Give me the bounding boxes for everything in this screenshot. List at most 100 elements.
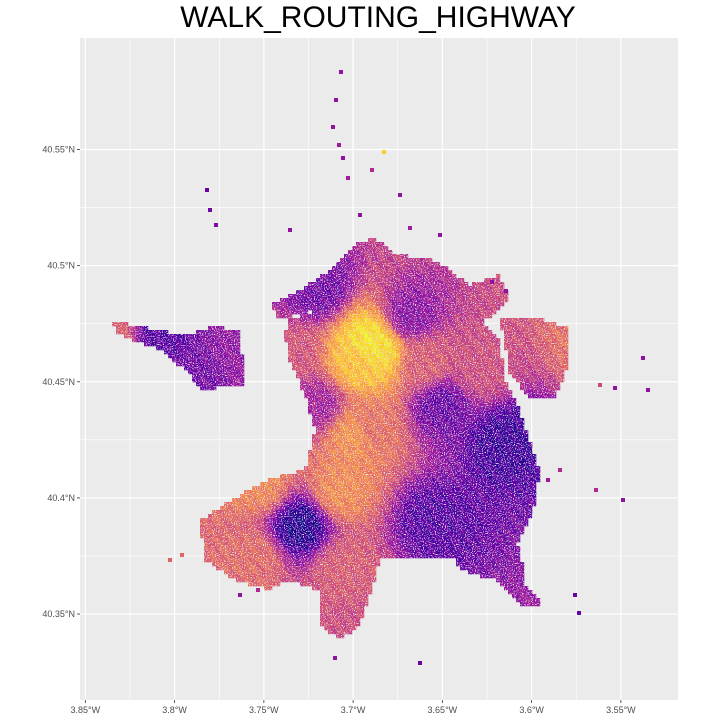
map-cell xyxy=(264,542,269,547)
map-cell xyxy=(564,338,569,343)
map-cell xyxy=(488,374,493,379)
map-cell xyxy=(208,554,213,559)
map-cell xyxy=(484,282,489,287)
map-cell xyxy=(260,518,265,523)
map-cell xyxy=(328,530,333,535)
map-cell xyxy=(216,358,221,363)
map-cell xyxy=(364,510,369,515)
map-cell xyxy=(492,298,497,303)
map-cell xyxy=(352,394,357,399)
map-cell xyxy=(492,346,497,351)
map-cell xyxy=(376,542,381,547)
map-cell xyxy=(432,478,437,483)
map-cell xyxy=(204,522,209,527)
map-cell xyxy=(348,478,353,483)
map-cell xyxy=(440,270,445,275)
map-cell xyxy=(496,474,501,479)
map-cell xyxy=(428,542,433,547)
map-cell xyxy=(360,390,365,395)
map-cell xyxy=(424,338,429,343)
map-cell xyxy=(324,370,329,375)
map-cell xyxy=(344,278,349,283)
map-cell xyxy=(520,450,525,455)
map-cell xyxy=(468,302,473,307)
map-cell xyxy=(380,358,385,363)
map-cell xyxy=(412,398,417,403)
map-cell xyxy=(564,334,569,339)
map-cell xyxy=(460,350,465,355)
map-cell xyxy=(528,326,533,331)
map-cell xyxy=(364,526,369,531)
map-cell xyxy=(372,410,377,415)
map-cell xyxy=(200,522,205,527)
map-cell xyxy=(528,334,533,339)
map-cell xyxy=(420,486,425,491)
map-cell xyxy=(432,530,437,535)
map-cell xyxy=(236,330,241,335)
map-cell xyxy=(492,430,497,435)
map-cell xyxy=(552,390,557,395)
map-cell xyxy=(400,458,405,463)
map-cell xyxy=(492,514,497,519)
map-cell xyxy=(436,338,441,343)
map-cell xyxy=(412,506,417,511)
map-cell xyxy=(308,458,313,463)
map-cell xyxy=(380,414,385,419)
map-cell xyxy=(480,430,485,435)
map-cell xyxy=(488,462,493,467)
map-cell xyxy=(464,462,469,467)
map-cell xyxy=(384,538,389,543)
map-cell xyxy=(412,354,417,359)
map-cell xyxy=(360,498,365,503)
map-cell xyxy=(324,342,329,347)
map-cell xyxy=(368,394,373,399)
map-cell xyxy=(484,538,489,543)
map-cell xyxy=(296,506,301,511)
map-cell xyxy=(328,418,333,423)
map-cell xyxy=(496,458,501,463)
map-cell xyxy=(416,350,421,355)
map-cell xyxy=(368,486,373,491)
map-cell xyxy=(544,338,549,343)
map-cell xyxy=(268,522,273,527)
map-cell xyxy=(468,338,473,343)
map-cell xyxy=(432,446,437,451)
map-cell xyxy=(500,474,505,479)
map-cell xyxy=(332,554,337,559)
map-cell xyxy=(472,410,477,415)
map-cell xyxy=(528,494,533,499)
map-cell xyxy=(452,462,457,467)
map-cell xyxy=(376,342,381,347)
map-cell xyxy=(348,378,353,383)
map-cell xyxy=(376,494,381,499)
map-cell xyxy=(424,450,429,455)
map-cell xyxy=(448,418,453,423)
map-cell xyxy=(380,454,385,459)
map-cell xyxy=(316,490,321,495)
map-cell xyxy=(388,358,393,363)
map-cell xyxy=(452,434,457,439)
map-cell xyxy=(312,490,317,495)
map-cell xyxy=(400,422,405,427)
map-cell xyxy=(408,414,413,419)
map-cell xyxy=(472,302,477,307)
map-cell xyxy=(288,310,293,315)
map-cell xyxy=(272,306,277,311)
map-cell xyxy=(228,374,233,379)
map-cell xyxy=(236,518,241,523)
map-cell xyxy=(432,302,437,307)
map-cell xyxy=(360,294,365,299)
map-cell xyxy=(464,386,469,391)
map-cell xyxy=(356,522,361,527)
map-cell xyxy=(200,370,205,375)
map-cell xyxy=(316,298,321,303)
map-cell xyxy=(492,434,497,439)
map-cell xyxy=(388,430,393,435)
map-cell xyxy=(284,482,289,487)
map-cell xyxy=(424,282,429,287)
map-cell xyxy=(328,334,333,339)
map-cell xyxy=(516,546,521,551)
map-cell xyxy=(424,466,429,471)
map-cell xyxy=(548,366,553,371)
map-cell xyxy=(328,490,333,495)
